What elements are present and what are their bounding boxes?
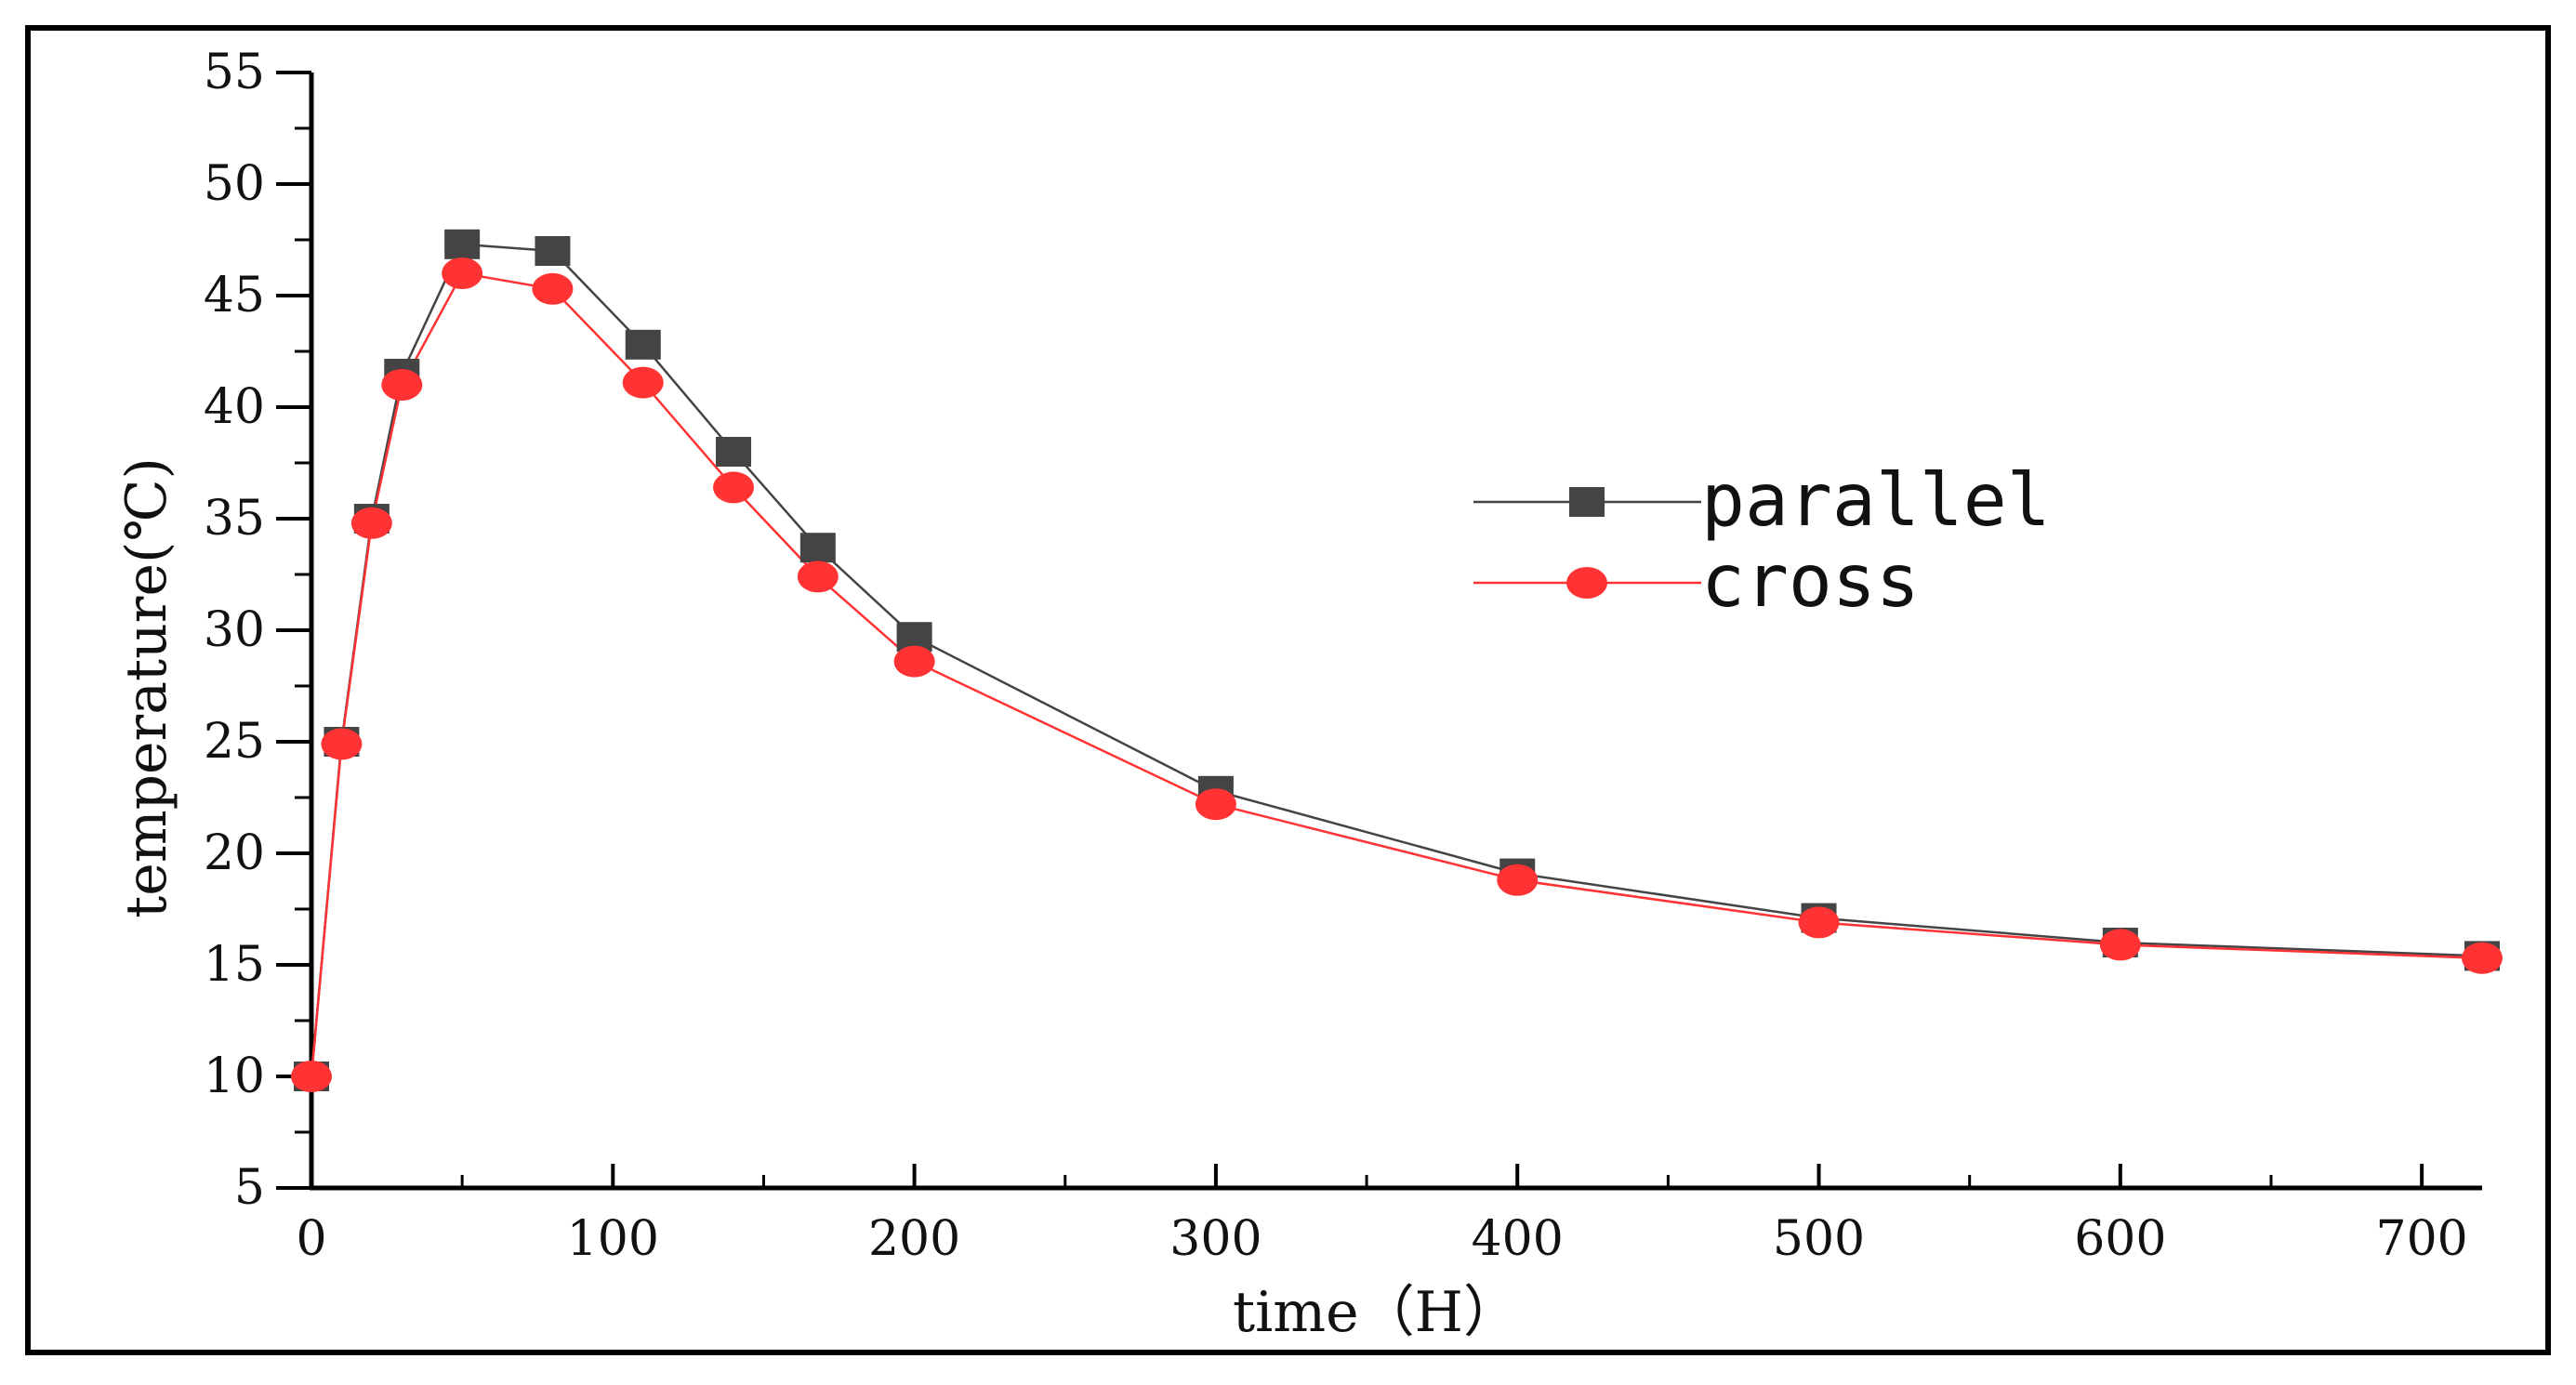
x-tick-label: 600 bbox=[2074, 1211, 2166, 1267]
x-tick-label: 200 bbox=[868, 1211, 960, 1267]
point-parallel bbox=[444, 229, 481, 259]
legend-marker-parallel bbox=[1569, 487, 1605, 517]
point-cross bbox=[622, 366, 664, 399]
point-parallel bbox=[799, 533, 836, 563]
point-cross bbox=[2462, 942, 2503, 974]
point-cross bbox=[893, 645, 935, 678]
series-markers bbox=[291, 229, 2503, 1092]
point-parallel bbox=[716, 437, 752, 467]
point-cross bbox=[321, 728, 363, 760]
point-cross bbox=[350, 507, 392, 539]
point-parallel bbox=[535, 236, 571, 266]
y-tick-label: 15 bbox=[204, 937, 265, 993]
legend-label-parallel: parallel bbox=[1701, 459, 2051, 543]
y-tick-label: 25 bbox=[204, 714, 265, 770]
y-axis-title: temperature(℃) bbox=[114, 457, 179, 918]
point-cross bbox=[532, 272, 574, 305]
y-tick-label: 40 bbox=[204, 379, 265, 435]
x-tick-label: 400 bbox=[1472, 1211, 1564, 1267]
point-cross bbox=[713, 471, 755, 504]
figure-frame bbox=[25, 25, 2551, 1355]
x-tick-label: 0 bbox=[296, 1211, 326, 1267]
point-cross bbox=[1798, 906, 1840, 939]
point-parallel bbox=[625, 329, 661, 360]
x-tick-label: 300 bbox=[1169, 1211, 1262, 1267]
y-tick-label: 45 bbox=[204, 268, 265, 323]
x-tick-label: 500 bbox=[1773, 1211, 1865, 1267]
legend-marker-cross bbox=[1566, 567, 1607, 599]
point-cross bbox=[442, 257, 483, 289]
y-tick-label: 20 bbox=[204, 825, 265, 881]
y-tick-label: 30 bbox=[204, 602, 265, 658]
y-axis: 5 10 15 20 25 30 35 40 45 50 55 bbox=[204, 45, 314, 1216]
y-tick-label: 55 bbox=[204, 45, 265, 100]
point-cross bbox=[797, 561, 839, 593]
y-tick-label: 5 bbox=[234, 1160, 265, 1216]
y-tick-label: 35 bbox=[204, 491, 265, 547]
legend-label-cross: cross bbox=[1701, 540, 1920, 624]
y-tick-label: 50 bbox=[204, 156, 265, 212]
x-axis-title: time（H） bbox=[1233, 1280, 1519, 1345]
x-tick-label: 700 bbox=[2376, 1211, 2468, 1267]
x-axis: 0 100 200 300 400 500 600 700 bbox=[296, 1164, 2482, 1267]
point-cross bbox=[381, 369, 423, 401]
point-cross bbox=[2099, 929, 2141, 961]
y-tick-label: 10 bbox=[204, 1049, 265, 1104]
point-cross bbox=[291, 1061, 332, 1092]
point-cross bbox=[1497, 864, 1539, 896]
x-tick-label: 100 bbox=[567, 1211, 659, 1267]
point-cross bbox=[1195, 788, 1236, 821]
